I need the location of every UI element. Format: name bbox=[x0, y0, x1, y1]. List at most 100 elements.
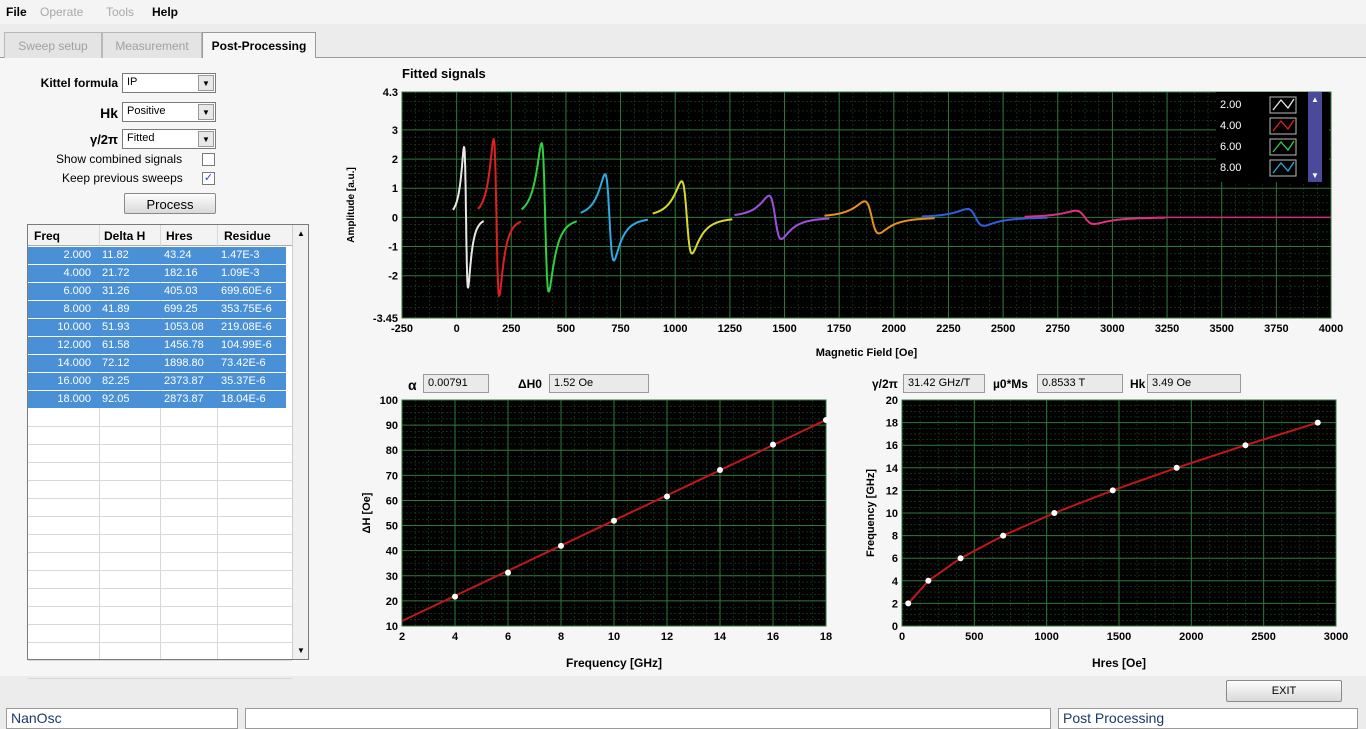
table-row[interactable]: 10.000 51.93 1053.08 219.08E-6 bbox=[28, 319, 286, 336]
table-row[interactable]: 18.000 92.05 2873.87 18.04E-6 bbox=[28, 391, 286, 408]
column-header[interactable]: Hres bbox=[166, 229, 193, 243]
x-tick-label: 4 bbox=[452, 631, 459, 643]
chevron-down-icon[interactable]: ▼ bbox=[198, 131, 214, 147]
table-cell: 405.03 bbox=[164, 285, 198, 297]
show-combined-label: Show combined signals bbox=[56, 152, 183, 166]
status-bar: NanOsc Post Processing bbox=[0, 706, 1366, 729]
table-row[interactable]: 12.000 61.58 1456.78 104.99E-6 bbox=[28, 337, 286, 354]
chevron-down-icon[interactable]: ▼ bbox=[198, 104, 214, 120]
x-tick-label: 2500 bbox=[991, 323, 1015, 335]
menu-operate[interactable]: Operate bbox=[40, 5, 84, 19]
x-tick-label: 6 bbox=[505, 631, 511, 643]
legend-swatch bbox=[1269, 117, 1297, 135]
column-header[interactable]: Residue bbox=[224, 229, 271, 243]
signal-line bbox=[734, 194, 830, 240]
menu-tools[interactable]: Tools bbox=[106, 5, 135, 19]
x-tick-label: 0 bbox=[454, 323, 460, 335]
tab-post-processing[interactable]: Post-Processing bbox=[202, 32, 316, 59]
chevron-down-icon[interactable]: ▼ bbox=[198, 75, 214, 91]
table-cell: 2.000 bbox=[63, 249, 91, 261]
column-header[interactable]: Freq bbox=[34, 229, 61, 243]
x-tick-label: 3500 bbox=[1209, 323, 1233, 335]
row-divider bbox=[28, 462, 292, 463]
y-tick-label: -3.45 bbox=[373, 313, 398, 325]
menu-file[interactable]: File bbox=[6, 5, 27, 19]
table-row[interactable]: 2.000 11.82 43.24 1.47E-3 bbox=[28, 247, 286, 264]
x-tick-label: 750 bbox=[611, 323, 629, 335]
menu-help[interactable]: Help bbox=[152, 5, 179, 19]
ms-value: 0.8533 T bbox=[1037, 374, 1123, 393]
table-cell: 10.000 bbox=[57, 321, 91, 333]
table-row[interactable]: 4.000 21.72 182.16 1.09E-3 bbox=[28, 265, 286, 282]
y-tick-label: 6 bbox=[892, 553, 898, 565]
row-divider bbox=[28, 642, 292, 643]
x-axis-label: Frequency [GHz] bbox=[566, 656, 662, 670]
table-cell: 41.89 bbox=[102, 303, 130, 315]
y-tick-label: 80 bbox=[386, 445, 398, 457]
tab-measurement[interactable]: Measurement bbox=[102, 32, 202, 58]
table-cell: 73.42E-6 bbox=[221, 357, 266, 369]
table-row[interactable]: 14.000 72.12 1898.80 73.42E-6 bbox=[28, 355, 286, 372]
data-point bbox=[1109, 487, 1116, 494]
hk-label: Hk bbox=[100, 105, 118, 121]
legend-entry: 8.00 bbox=[1220, 162, 1241, 174]
data-point bbox=[1314, 419, 1321, 426]
y-tick-label: 12 bbox=[886, 485, 898, 497]
row-divider bbox=[28, 516, 292, 517]
table-cell: 699.25 bbox=[164, 303, 198, 315]
column-header[interactable]: Delta H bbox=[104, 229, 146, 243]
keep-previous-label: Keep previous sweeps bbox=[62, 171, 183, 185]
x-tick-label: 8 bbox=[558, 631, 564, 643]
x-tick-label: 10 bbox=[608, 631, 620, 643]
gamma-select[interactable]: Fitted ▼ bbox=[122, 129, 216, 149]
y-tick-label: 14 bbox=[886, 463, 899, 475]
x-tick-label: 1250 bbox=[718, 323, 742, 335]
row-divider bbox=[28, 660, 292, 661]
row-divider bbox=[28, 588, 292, 589]
table-row[interactable]: 6.000 31.26 405.03 699.60E-6 bbox=[28, 283, 286, 300]
dh0-label: ΔH0 bbox=[518, 377, 542, 391]
row-divider bbox=[28, 426, 292, 427]
data-point bbox=[611, 517, 617, 524]
signal-line bbox=[452, 145, 485, 289]
table-cell: 51.93 bbox=[102, 321, 130, 333]
data-point bbox=[664, 493, 670, 500]
signal-line bbox=[652, 180, 733, 255]
exit-button[interactable]: EXIT bbox=[1226, 680, 1342, 702]
table-cell: 43.24 bbox=[164, 249, 192, 261]
legend-swatch bbox=[1269, 138, 1297, 156]
y-tick-label: 0 bbox=[892, 621, 898, 633]
kittel-formula-select[interactable]: IP ▼ bbox=[122, 73, 216, 93]
gamma-fit-label: γ/2π bbox=[872, 377, 898, 391]
x-tick-label: 2 bbox=[399, 631, 405, 643]
signal-line bbox=[477, 137, 522, 298]
legend-scrollbar[interactable] bbox=[1308, 92, 1322, 182]
y-tick-label: 8 bbox=[892, 531, 898, 543]
y-tick-label: 10 bbox=[886, 508, 898, 520]
dh0-value: 1.52 Oe bbox=[549, 374, 649, 393]
fitted-signals-chart: -250 0 250 500 750 1000 1250 1500 1750 2000 2250 25… bbox=[346, 66, 1343, 359]
y-axis-label: Amplitude [a.u.] bbox=[346, 167, 357, 243]
y-tick-label: 3 bbox=[392, 125, 398, 137]
table-cell: 92.05 bbox=[102, 393, 130, 405]
process-button[interactable]: Process bbox=[124, 193, 216, 214]
table-row[interactable]: 8.000 41.89 699.25 353.75E-6 bbox=[28, 301, 286, 318]
tab-sweep-setup[interactable]: Sweep setup bbox=[4, 32, 102, 58]
x-tick-label: 2250 bbox=[936, 323, 960, 335]
keep-previous-checkbox[interactable]: ✓ bbox=[202, 172, 215, 185]
table-row[interactable]: 16.000 82.25 2373.87 35.37E-6 bbox=[28, 373, 286, 390]
linewidth-chart: 2 4 6 8 10 12 14 16 18 100 90 80 70 60 50 40 30 20 10 Frequ… bbox=[361, 395, 832, 670]
scroll-down-icon[interactable]: ▼ bbox=[297, 646, 305, 655]
column-divider bbox=[99, 225, 100, 659]
show-combined-checkbox[interactable] bbox=[202, 153, 215, 166]
hk-select[interactable]: Positive ▼ bbox=[122, 102, 216, 122]
table-scrollbar[interactable]: ▲ ▼ bbox=[292, 225, 308, 659]
table-cell: 2373.87 bbox=[164, 375, 204, 387]
status-message bbox=[245, 708, 1051, 729]
gamma-value: Fitted bbox=[127, 132, 155, 144]
x-tick-label: 3750 bbox=[1264, 323, 1288, 335]
scroll-up-icon[interactable]: ▲ bbox=[297, 229, 305, 238]
menu-bar: File Operate Tools Help bbox=[0, 0, 1366, 24]
table-cell: 182.16 bbox=[164, 267, 198, 279]
y-tick-label: 18 bbox=[886, 418, 898, 430]
